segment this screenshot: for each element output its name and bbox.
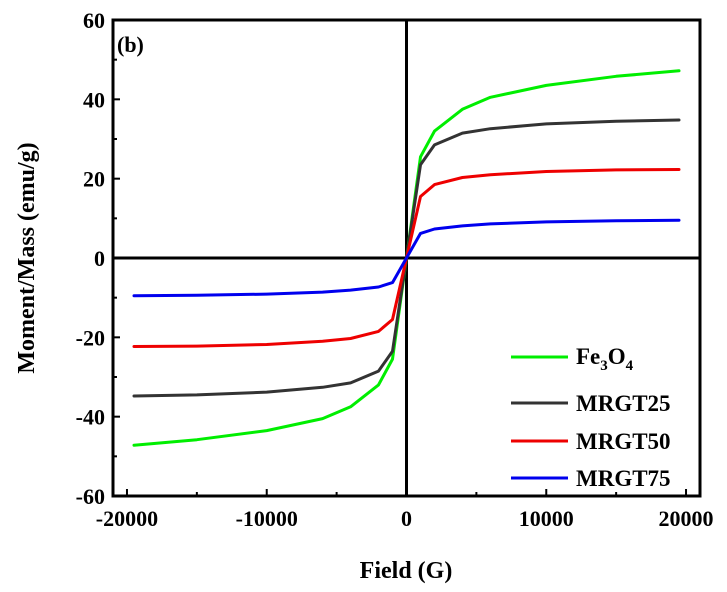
x-tick-label: 0 <box>401 506 412 531</box>
y-tick-label: 0 <box>94 246 105 271</box>
panel-label: (b) <box>117 32 144 57</box>
x-tick-label: -10000 <box>236 506 298 531</box>
y-tick-label: 40 <box>83 87 105 112</box>
y-axis-title: Moment/Mass (emu/g) <box>14 142 40 373</box>
legend-fe3o4-sub3: 3 <box>600 358 608 374</box>
y-tick-label: 20 <box>83 167 105 192</box>
y-tick-label: -60 <box>76 484 105 509</box>
legend: Fe3O4 MRGT25 MRGT50 MRGT75 <box>511 344 671 491</box>
x-tick-label: 10000 <box>519 506 574 531</box>
tick-labels: -20000 -10000 0 10000 20000 -60 -40 -20 0 20 40 60 <box>76 8 714 531</box>
legend-label-mrgt50: MRGT50 <box>576 429 671 454</box>
y-tick-label: -40 <box>76 405 105 430</box>
y-tick-label: 60 <box>83 8 105 33</box>
series-line-mrgt75 <box>132 218 681 298</box>
series-lines <box>132 69 681 447</box>
legend-label-mrgt25: MRGT25 <box>576 391 671 416</box>
legend-label-mrgt75: MRGT75 <box>576 466 671 491</box>
legend-fe3o4-fe: Fe <box>576 344 600 369</box>
x-tick-label: 20000 <box>659 506 714 531</box>
legend-fe3o4-o: O <box>608 344 626 369</box>
y-tick-label: -20 <box>76 325 105 350</box>
tick-marks <box>113 19 688 497</box>
x-axis-title: Field (G) <box>360 558 453 584</box>
legend-fe3o4-sub4: 4 <box>626 358 634 374</box>
legend-label-fe3o4: Fe3O4 <box>576 344 634 374</box>
x-tick-label: -20000 <box>96 506 158 531</box>
